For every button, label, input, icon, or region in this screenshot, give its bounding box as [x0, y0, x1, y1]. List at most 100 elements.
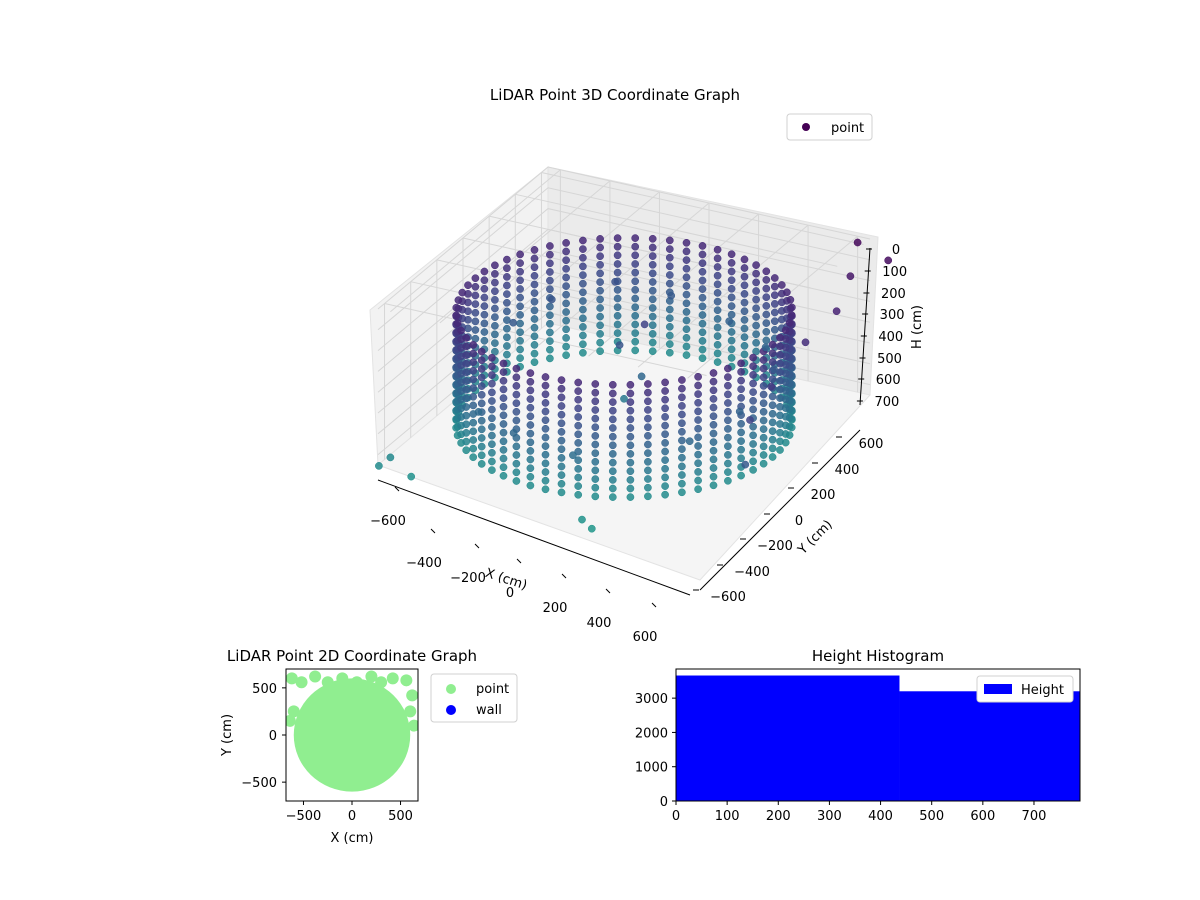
point-3d-31	[713, 271, 722, 280]
point-3d-776	[512, 390, 521, 399]
y-tick-2d-1: 0	[269, 729, 277, 744]
point-3d-39	[713, 340, 722, 349]
point-3d-804	[526, 421, 535, 429]
x-tick-3d-mark-4	[561, 573, 567, 579]
point-3d-183	[579, 245, 587, 253]
point-3d-25	[682, 333, 691, 342]
point-3d-188	[579, 288, 587, 297]
point-3d-741	[608, 493, 617, 501]
chart-3d-title: LiDAR Point 3D Coordinate Graph	[490, 86, 740, 104]
point-2d-0	[286, 672, 298, 685]
point-3d-556	[709, 455, 718, 464]
point-3d-181	[596, 347, 604, 356]
point-3d-430	[768, 427, 777, 435]
point-3d-807	[526, 447, 535, 455]
point-3d-738	[608, 467, 617, 476]
point-3d-727	[488, 466, 496, 474]
point-3d-736	[608, 450, 617, 458]
x-tick-hist-7: 700	[1022, 809, 1047, 824]
point-3d-529	[724, 459, 732, 468]
y-axis-label-2d: Y (cm)	[220, 714, 235, 757]
point-3d-703	[626, 406, 635, 415]
point-3d-424	[768, 375, 777, 384]
point-3d-470	[749, 422, 757, 431]
point-3d-664	[469, 392, 478, 401]
point-3d-44	[727, 259, 736, 267]
point-3d-101	[631, 260, 640, 268]
point-3d-791	[574, 465, 583, 473]
point-3d-663	[469, 384, 478, 392]
point-3d-194	[579, 340, 587, 349]
point-3d-829	[541, 399, 550, 407]
y-tick-2d-2: 500	[252, 682, 277, 697]
chart-3d: LiDAR Point 3D Coordinate Graph −600 −400…	[369, 86, 925, 645]
point-3d-391	[776, 446, 784, 454]
point-3d-605	[678, 402, 686, 410]
point-3d-636	[462, 359, 471, 368]
point-3d-271	[530, 263, 539, 272]
point-3d-762	[591, 432, 600, 440]
ticks-3d: −600−400−2000200400600−600−400−200020040…	[370, 243, 907, 645]
point-3d-764	[591, 449, 600, 458]
point-3d-755	[499, 471, 508, 480]
point-3d-45	[665, 245, 674, 253]
point-3d-195	[579, 348, 587, 357]
x-tick-hist-2: 200	[766, 809, 791, 824]
point-3d-238	[546, 242, 554, 250]
point-3d-842	[725, 317, 734, 326]
point-3d-847	[735, 407, 744, 416]
point-3d-692	[477, 399, 486, 408]
point-3d-332	[503, 342, 511, 350]
point-3d-827	[541, 381, 550, 390]
point-3d-715	[488, 362, 496, 371]
point-3d-716	[488, 371, 496, 379]
point-3d-122	[752, 347, 760, 356]
point-3d-720	[488, 405, 496, 414]
point-2d-3	[321, 676, 334, 689]
point-3d-853	[637, 372, 646, 381]
point-3d-252	[786, 295, 795, 304]
point-3d-323	[503, 264, 511, 273]
point-3d-772	[512, 373, 521, 382]
point-3d-320	[516, 354, 524, 362]
grid-h-2	[377, 208, 871, 351]
point-3d-548	[709, 386, 718, 395]
point-3d-400	[480, 336, 489, 345]
point-3d-106	[631, 303, 640, 312]
point-3d-846	[770, 365, 778, 374]
point-3d-273	[530, 271, 539, 280]
point-3d-275	[530, 280, 539, 289]
point-3d-136	[762, 310, 771, 319]
point-3d-697	[477, 442, 486, 451]
point-3d-780	[512, 407, 521, 416]
point-3d-667	[469, 418, 478, 427]
point-3d-459	[759, 442, 768, 451]
point-2d-14	[286, 714, 296, 727]
point-3d-656	[462, 446, 471, 455]
point-3d-789	[574, 456, 583, 465]
y-tick-3d-3: 0	[795, 514, 803, 529]
point-3d-790	[512, 451, 521, 459]
point-3d-631	[661, 378, 669, 387]
legend-hist-label: Height	[1021, 683, 1064, 698]
point-3d-704	[626, 415, 635, 424]
z-tick-3d-2: 200	[881, 287, 906, 302]
point-3d-156	[770, 282, 779, 291]
point-3d-433	[768, 453, 777, 461]
point-3d-527	[724, 442, 732, 451]
point-3d-359	[491, 296, 499, 304]
point-3d-837	[541, 468, 550, 476]
point-3d-324	[503, 273, 511, 281]
point-3d-546	[709, 369, 718, 377]
point-3d-474	[749, 457, 757, 466]
point-3d-779	[574, 413, 583, 421]
point-3d-399	[480, 328, 489, 336]
point-3d-177	[596, 330, 604, 338]
point-3d-473	[749, 448, 757, 457]
point-3d-220	[562, 325, 570, 334]
point-3d-794	[512, 468, 521, 477]
point-3d-269	[530, 254, 539, 263]
point-3d-245	[546, 302, 554, 311]
point-3d-849	[474, 408, 483, 416]
point-3d-289	[530, 341, 539, 349]
